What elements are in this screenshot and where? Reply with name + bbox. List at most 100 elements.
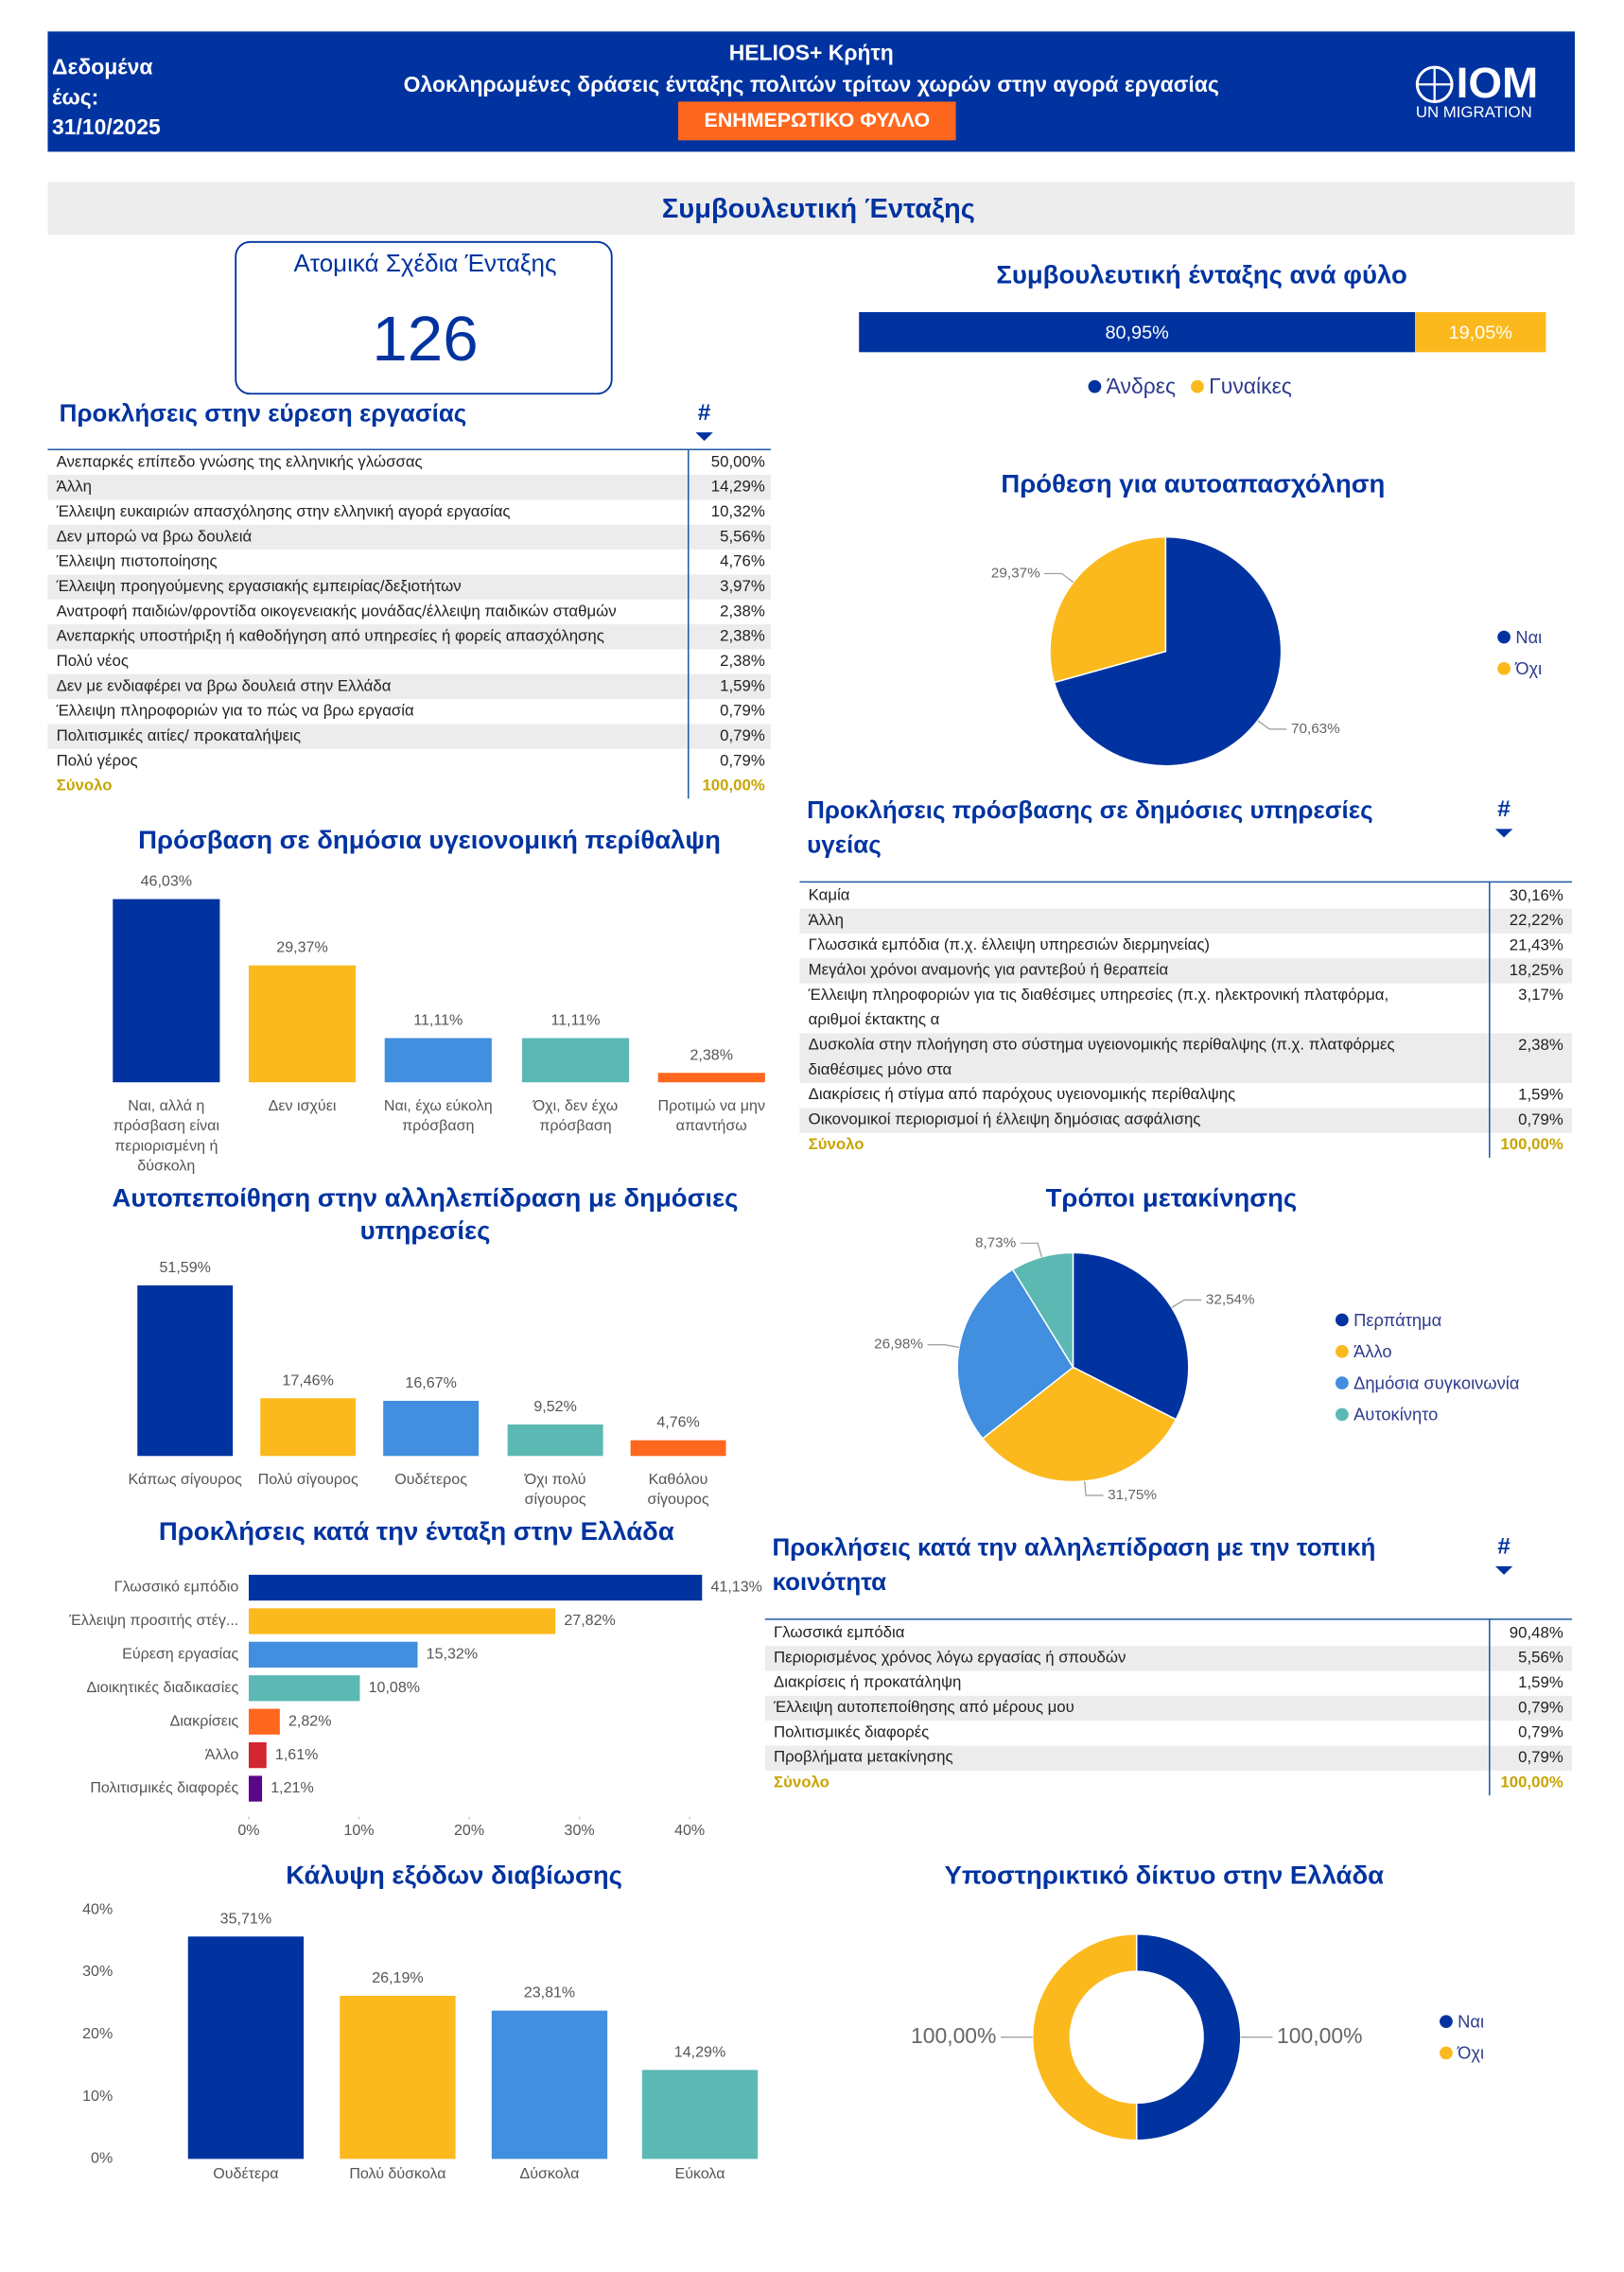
bar: [507, 1424, 603, 1457]
table-hash: #: [1497, 796, 1510, 822]
text-line: Ναι, έχω εύκολη: [384, 1098, 493, 1114]
leader-line: [1084, 1480, 1104, 1496]
table-cell: Γλωσσικά εμπόδια (π.χ. έλλειψη υπηρεσιών…: [809, 936, 1210, 954]
pie-slice: [981, 1366, 1178, 1483]
table-cell: 1,59%: [720, 676, 765, 694]
text-line: Διακρίσεις ή στίγμα από παρόχους υγειονο…: [809, 1086, 1236, 1104]
text-line: Δυσκολία στην πλοήγηση στο σύστημα υγειο…: [809, 1036, 1395, 1054]
x-tick-label: Πολύ δύσκολα: [349, 2166, 445, 2182]
text-line: υγείας: [807, 831, 882, 858]
bar: [383, 1400, 480, 1457]
value-label: 35,71%: [220, 1911, 271, 1927]
value-label: 14,29%: [674, 2044, 725, 2060]
y-tick-label: Πολιτισμικές διαφορές: [90, 1780, 238, 1796]
header-title: HELIOS+ Κρήτη: [729, 41, 894, 65]
y-tick-label: 0%: [91, 2151, 113, 2167]
value-label: 2,82%: [288, 1713, 332, 1729]
table-cell: 0,79%: [720, 751, 765, 769]
table-cell: Προβλήματα μετακίνησης: [774, 1748, 953, 1766]
text-line: Ουδέτερα: [213, 2166, 278, 2182]
chart-title: Αυτοπεποίθηση στην αλληλεπίδραση με δημό…: [113, 1183, 739, 1246]
row-band: [799, 1108, 1572, 1133]
x-tick-label: 10%: [343, 1823, 374, 1839]
table-cell: 2,38%: [720, 652, 765, 670]
text-line: Δεν ισχύει: [269, 1098, 337, 1114]
value-label: 26,19%: [372, 1970, 423, 1986]
x-tick-label: 30%: [565, 1823, 595, 1839]
bar: [113, 899, 220, 1083]
table-title: Προκλήσεις πρόσβασης σε δημόσιες υπηρεσί…: [807, 797, 1372, 858]
table-cell: Διακρίσεις ή στίγμα από παρόχους υγειονο…: [809, 1086, 1236, 1104]
chart-title: Κάλυψη εξόδων διαβίωσης: [286, 1861, 622, 1890]
text-line: Γλωσσικά εμπόδια (π.χ. έλλειψη υπηρεσιών…: [809, 936, 1210, 954]
table-cell: Ανεπαρκής υποστήριξη ή καθοδήγηση από υπ…: [57, 627, 604, 645]
bar: [248, 1675, 360, 1702]
text-line: Έλλειψη αυτοπεποίθησης από μέρους μου: [773, 1698, 1074, 1716]
kpi-value: 126: [372, 304, 478, 375]
badge: ΕΝΗΜΕΡΩΤΙΚΟ ΦΥΛΛΟ: [705, 109, 931, 131]
legend-label: Ναι: [1458, 2012, 1484, 2032]
pie-slice: [1049, 535, 1167, 684]
text-line: κοινότητα: [772, 1569, 886, 1596]
legend-marker: [1335, 1313, 1349, 1327]
legend-marker: [1335, 1407, 1349, 1422]
table-cell: 0,79%: [1518, 1723, 1563, 1741]
x-tick-label: Όχι, δεν έχω πρόσβαση: [533, 1098, 619, 1134]
text-line: Οικονομικοί περιορισμοί ή έλλειψη δημόσι…: [809, 1110, 1201, 1128]
table-cell: 1,59%: [1518, 1673, 1563, 1691]
row-shading: [764, 1646, 1572, 1771]
bar: [340, 1995, 456, 2159]
bar: [657, 1073, 765, 1083]
value-label: 8,73%: [975, 1234, 1016, 1250]
section-band: [47, 182, 1576, 236]
text-line: Περιορισμένος χρόνος λόγω εργασίας ή σπο…: [774, 1649, 1126, 1667]
table-cell: 5,56%: [1518, 1649, 1563, 1667]
table-cell: Έλλειψη πληροφοριών για τις διαθέσιμες υ…: [808, 986, 1389, 1028]
table-cell: Έλλειψη αυτοπεποίθησης από μέρους μου: [773, 1698, 1074, 1716]
table-cell: Άλλη: [57, 478, 92, 496]
legend-marker: [1088, 379, 1102, 393]
table-cell: 2,38%: [720, 602, 765, 620]
text-line: Προτιμώ να μην: [657, 1098, 765, 1114]
table-hash: #: [698, 400, 711, 426]
table-cell: 18,25%: [1510, 961, 1563, 979]
legend-label: Άνδρες: [1107, 374, 1176, 398]
x-tick-label: Εύκολα: [675, 2166, 725, 2182]
pie-slice: [1031, 1933, 1138, 2141]
value-label: 80,95%: [1105, 323, 1168, 343]
section-title: Συμβουλευτική Ένταξης: [662, 194, 975, 224]
bar-segment: [1415, 311, 1546, 353]
value-label: 1,61%: [275, 1747, 319, 1763]
x-tick-label: Δύσκολα: [520, 2166, 580, 2182]
table-cell: 22,22%: [1510, 911, 1563, 929]
x-tick-label: Προτιμώ να μην απαντήσω: [657, 1098, 765, 1134]
value-label: 29,37%: [991, 565, 1040, 581]
row-band: [47, 673, 771, 700]
text-line: Όχι, δεν έχω: [533, 1098, 619, 1114]
text-line: πρόσβαση: [539, 1118, 611, 1134]
text-line: Όχι πολύ: [524, 1472, 586, 1488]
sort-arrow: [1494, 1565, 1513, 1575]
y-tick-label: Άλλο: [205, 1747, 239, 1763]
pie-slice: [1053, 535, 1283, 767]
table-cell: Άλλη: [809, 911, 844, 929]
table-cell: Πολιτισμικές αιτίες/ προκαταλήψεις: [57, 726, 301, 744]
legend-label: Άλλο: [1353, 1341, 1392, 1361]
table-cell: Έλλειψη προηγούμενης εργασιακής εμπειρία…: [56, 577, 462, 595]
y-tick-label: Γλωσσικό εμπόδιο: [114, 1580, 239, 1596]
text-line: Άλλη: [809, 911, 844, 929]
y-tick-label: 20%: [82, 2026, 113, 2042]
table-cell: Μεγάλοι χρόνοι αναμονής για ραντεβού ή θ…: [809, 961, 1169, 979]
text-line: Προβλήματα μετακίνησης: [774, 1748, 953, 1766]
value-label: 51,59%: [159, 1260, 210, 1276]
x-tick-label: Ουδέτερα: [213, 2166, 278, 2182]
text-line: σίγουρος: [525, 1492, 586, 1508]
value-label: 15,32%: [427, 1647, 478, 1663]
table-cell: Δεν μπορώ να βρω δουλειά: [57, 527, 253, 545]
table-total: Σύνολο: [774, 1773, 829, 1791]
bar: [248, 1608, 556, 1634]
text-line: υπηρεσίες: [360, 1215, 491, 1245]
row-band: [799, 958, 1572, 984]
table-cell: Διακρίσεις ή προκατάληψη: [774, 1673, 961, 1691]
